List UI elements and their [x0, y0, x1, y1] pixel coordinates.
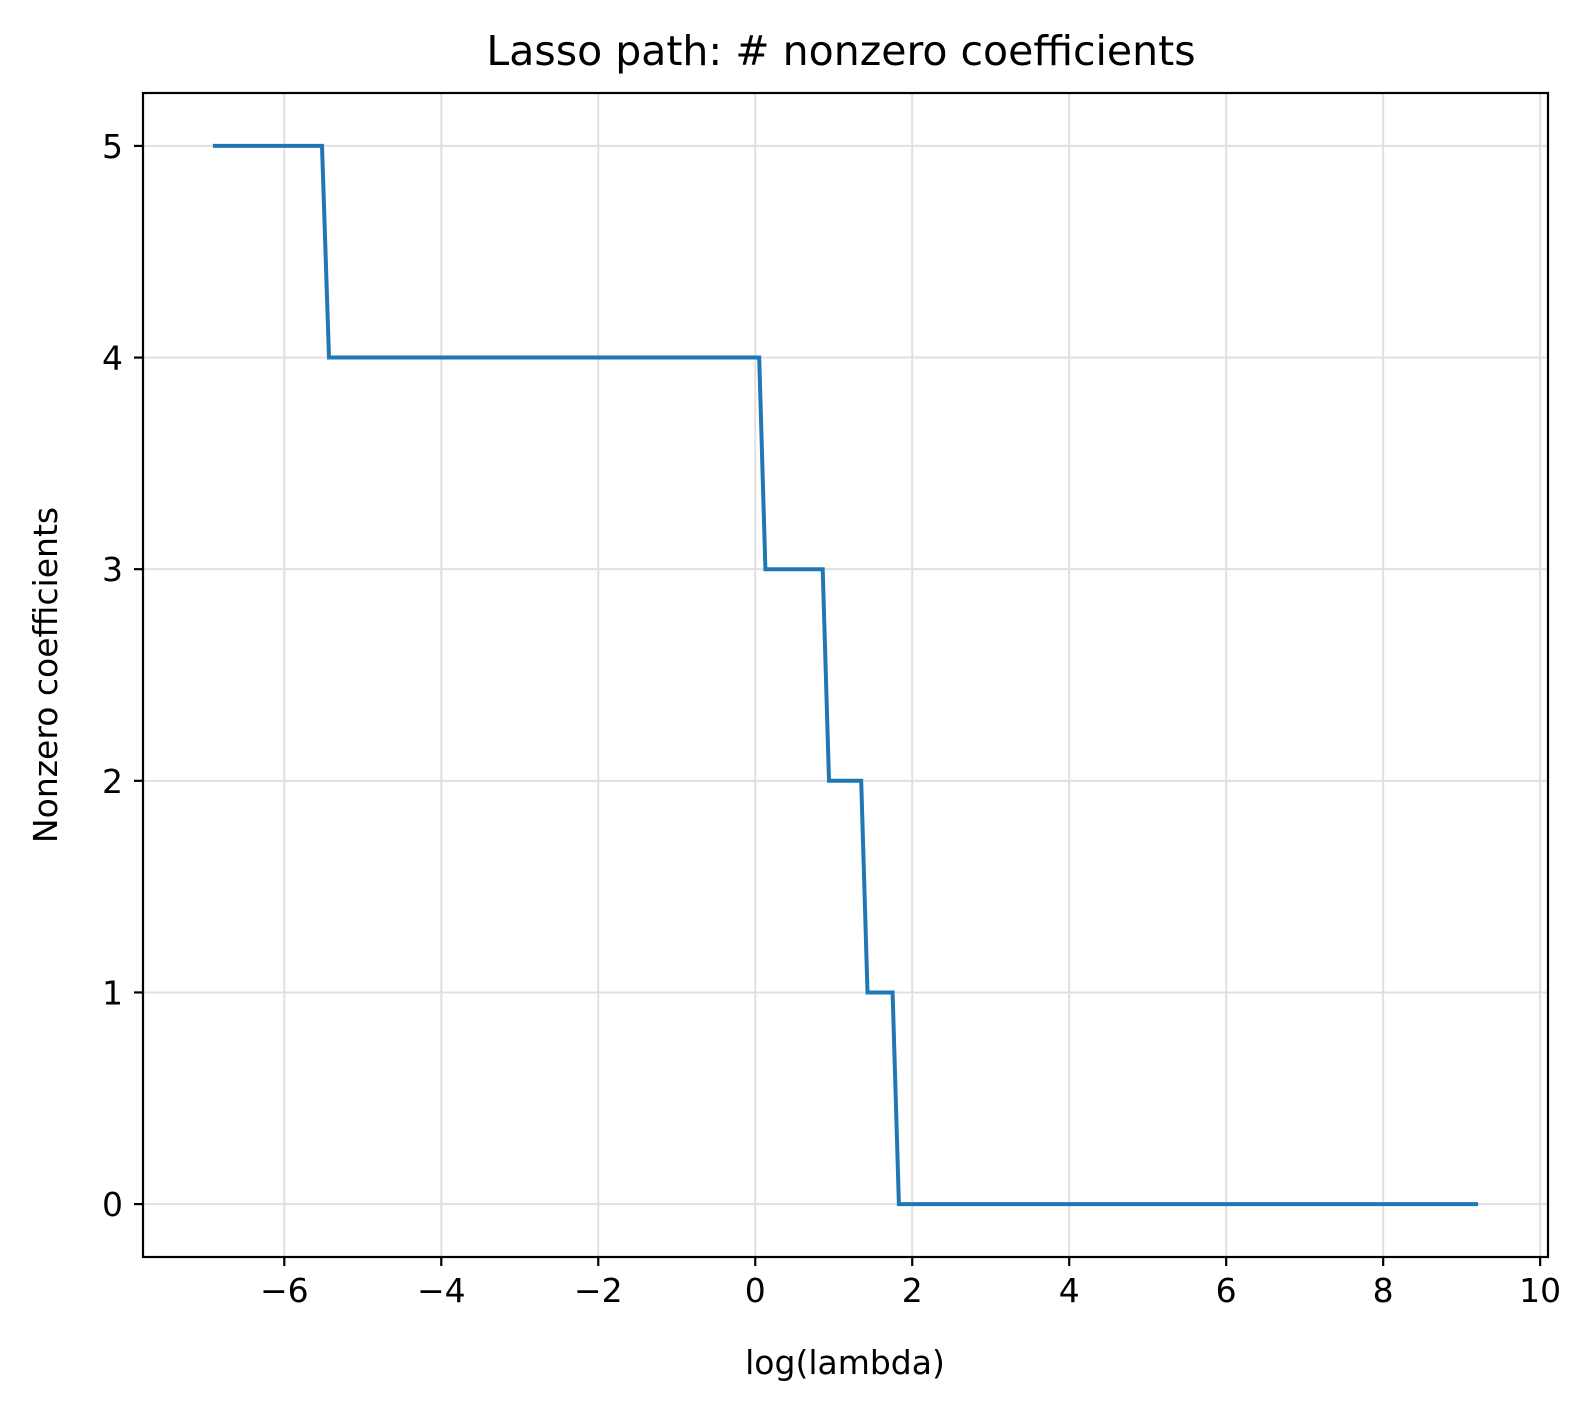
- grid: [143, 93, 1548, 1257]
- x-tick-label: −4: [417, 1271, 466, 1310]
- y-tick-label: 3: [102, 550, 123, 589]
- y-tick-label: 5: [102, 127, 123, 166]
- x-axis-label: log(lambda): [745, 1343, 945, 1382]
- x-tick-label: −6: [260, 1271, 309, 1310]
- x-tick-label: 4: [1059, 1271, 1080, 1310]
- x-tick-label: 6: [1216, 1271, 1237, 1310]
- x-tick-label: 10: [1519, 1271, 1561, 1310]
- series-line: [212, 143, 1479, 1207]
- y-tick-label: 2: [102, 762, 123, 801]
- y-tick-label: 4: [102, 339, 123, 378]
- x-axis: −6 −4 −2 0 2 4 6 8 10: [260, 1257, 1561, 1310]
- y-axis-label: Nonzero coefficients: [26, 507, 65, 843]
- y-tick-label: 1: [102, 973, 123, 1012]
- x-tick-label: 0: [745, 1271, 766, 1310]
- x-tick-label: 2: [902, 1271, 923, 1310]
- series-layer: [212, 143, 1479, 1207]
- plot-frame: [141, 91, 1550, 1259]
- y-axis: 0 1 2 3 4 5: [102, 127, 143, 1224]
- y-tick-label: 0: [102, 1185, 123, 1224]
- x-tick-label: −2: [574, 1271, 623, 1310]
- x-tick-label: 8: [1373, 1271, 1394, 1310]
- chart-title: Lasso path: # nonzero coefficients: [486, 27, 1195, 75]
